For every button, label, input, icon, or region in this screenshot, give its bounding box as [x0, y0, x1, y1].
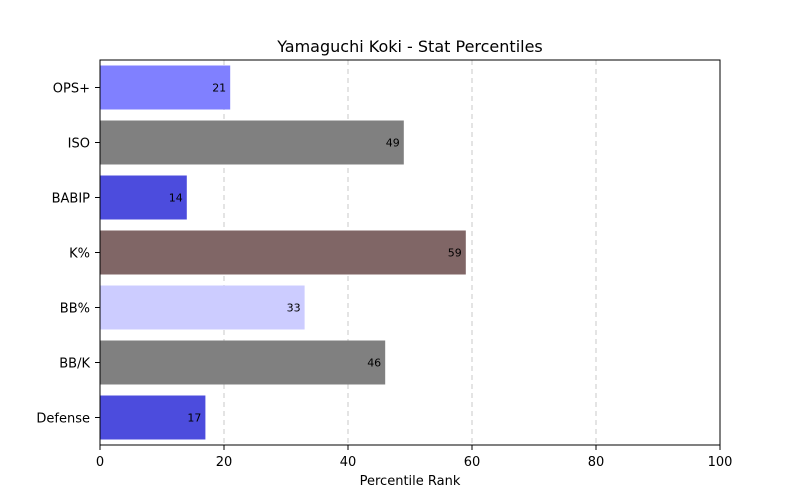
y-tick-label: BB% [60, 302, 90, 317]
chart-title: Yamaguchi Koki - Stat Percentiles [276, 37, 543, 56]
y-axis-ticks: OPS+ ISO BABIP K% BB% BB/K Defense [36, 82, 100, 427]
data-label: 33 [287, 302, 301, 315]
bar [100, 120, 404, 165]
y-tick-label: BB/K [59, 357, 90, 372]
x-axis-ticks: 0 20 40 60 80 100 [96, 445, 733, 470]
plot-frame [99, 59, 721, 446]
bar [100, 340, 386, 385]
y-tick-label: ISO [68, 137, 90, 152]
x-tick-label: 0 [96, 455, 104, 470]
data-label: 14 [169, 192, 183, 205]
y-tick-label: BABIP [52, 192, 91, 207]
data-label: 21 [212, 82, 226, 95]
x-tick-label: 40 [340, 455, 357, 470]
x-tick-label: 60 [464, 455, 481, 470]
x-axis-label: Percentile Rank [360, 474, 461, 489]
x-tick-label: 100 [708, 455, 733, 470]
bar [100, 65, 231, 110]
x-tick-label: 20 [216, 455, 233, 470]
bar [100, 285, 305, 330]
bar [100, 175, 187, 220]
data-label: 17 [187, 412, 201, 425]
data-label: 46 [367, 357, 381, 370]
data-label: 49 [386, 137, 400, 150]
data-label: 59 [448, 247, 462, 260]
x-tick-label: 80 [588, 455, 605, 470]
y-tick-label: Defense [36, 412, 90, 427]
bar [100, 230, 466, 275]
y-tick-label: OPS+ [53, 82, 90, 97]
bar [100, 395, 206, 440]
bars: 21 49 14 59 33 46 17 [100, 65, 466, 440]
y-tick-label: K% [69, 247, 90, 262]
